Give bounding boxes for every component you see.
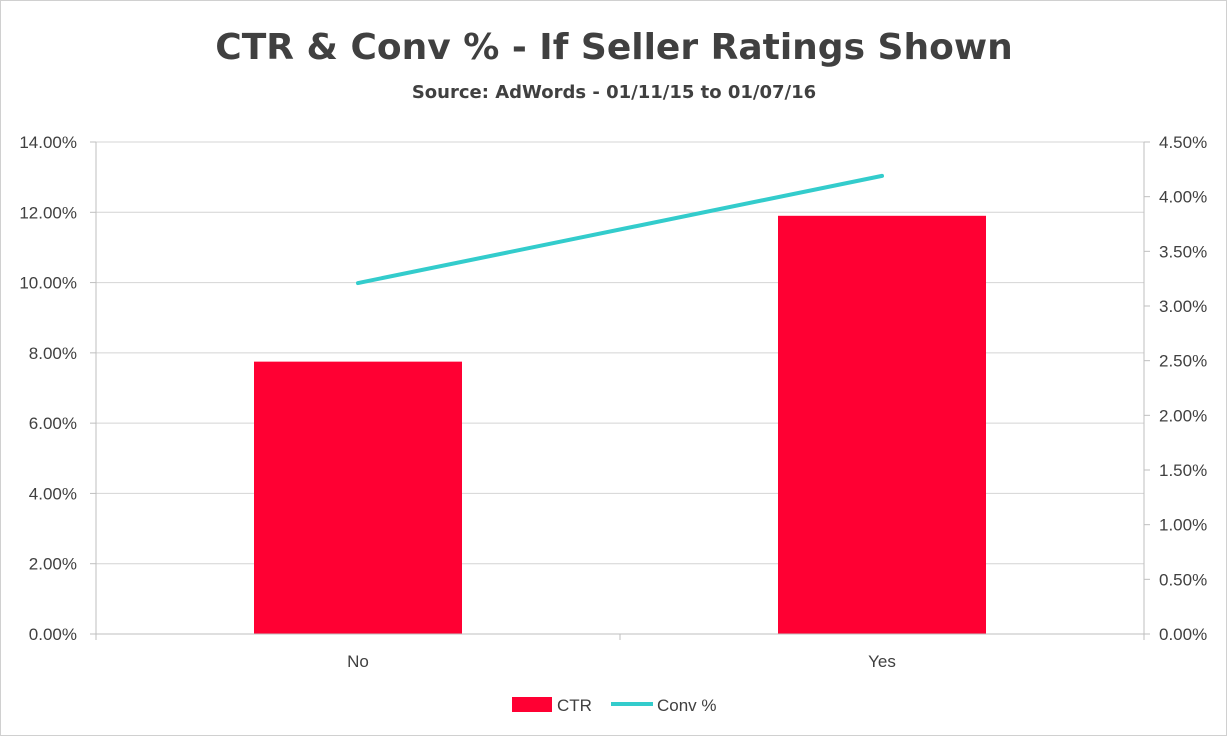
chart-subtitle: Source: AdWords - 01/11/15 to 01/07/16 (412, 82, 816, 103)
right-tick-label: 4.50% (1159, 133, 1207, 152)
gridlines (96, 141, 1144, 565)
right-tick-label: 0.00% (1159, 625, 1207, 644)
right-tick-label: 3.00% (1159, 297, 1207, 316)
legend-conv-label: Conv % (657, 696, 717, 715)
right-tick-label: 4.00% (1159, 188, 1207, 207)
legend-ctr-label: CTR (557, 696, 592, 715)
conv-line-path (356, 173, 884, 286)
x-tick-label: No (347, 652, 369, 671)
right-tick-label: 0.50% (1159, 570, 1207, 589)
ctr-bar (254, 361, 462, 634)
left-tick-label: 0.00% (29, 625, 77, 644)
chart-title: CTR & Conv % - If Seller Ratings Shown (215, 27, 1012, 68)
left-tick-label: 14.00% (19, 133, 77, 152)
ctr-bars (254, 215, 986, 635)
ctr-bar (778, 215, 986, 635)
legend: CTR Conv % (512, 696, 717, 715)
axes: 0.00% 2.00% 4.00% 6.00% 8.00% 10.00% 12.00% 14.… (19, 133, 1207, 671)
conv-line (356, 173, 884, 286)
x-tick-label: Yes (868, 652, 896, 671)
right-tick-label: 2.50% (1159, 352, 1207, 371)
left-tick-label: 6.00% (29, 414, 77, 433)
right-tick-label: 1.50% (1159, 461, 1207, 480)
right-tick-label: 2.00% (1159, 406, 1207, 425)
left-tick-label: 12.00% (19, 203, 77, 222)
right-tick-label: 3.50% (1159, 242, 1207, 261)
right-tick-label: 1.00% (1159, 516, 1207, 535)
left-tick-label: 10.00% (19, 274, 77, 293)
left-tick-label: 4.00% (29, 484, 77, 503)
legend-ctr-swatch (512, 697, 552, 712)
left-tick-label: 2.00% (29, 555, 77, 574)
left-tick-label: 8.00% (29, 344, 77, 363)
